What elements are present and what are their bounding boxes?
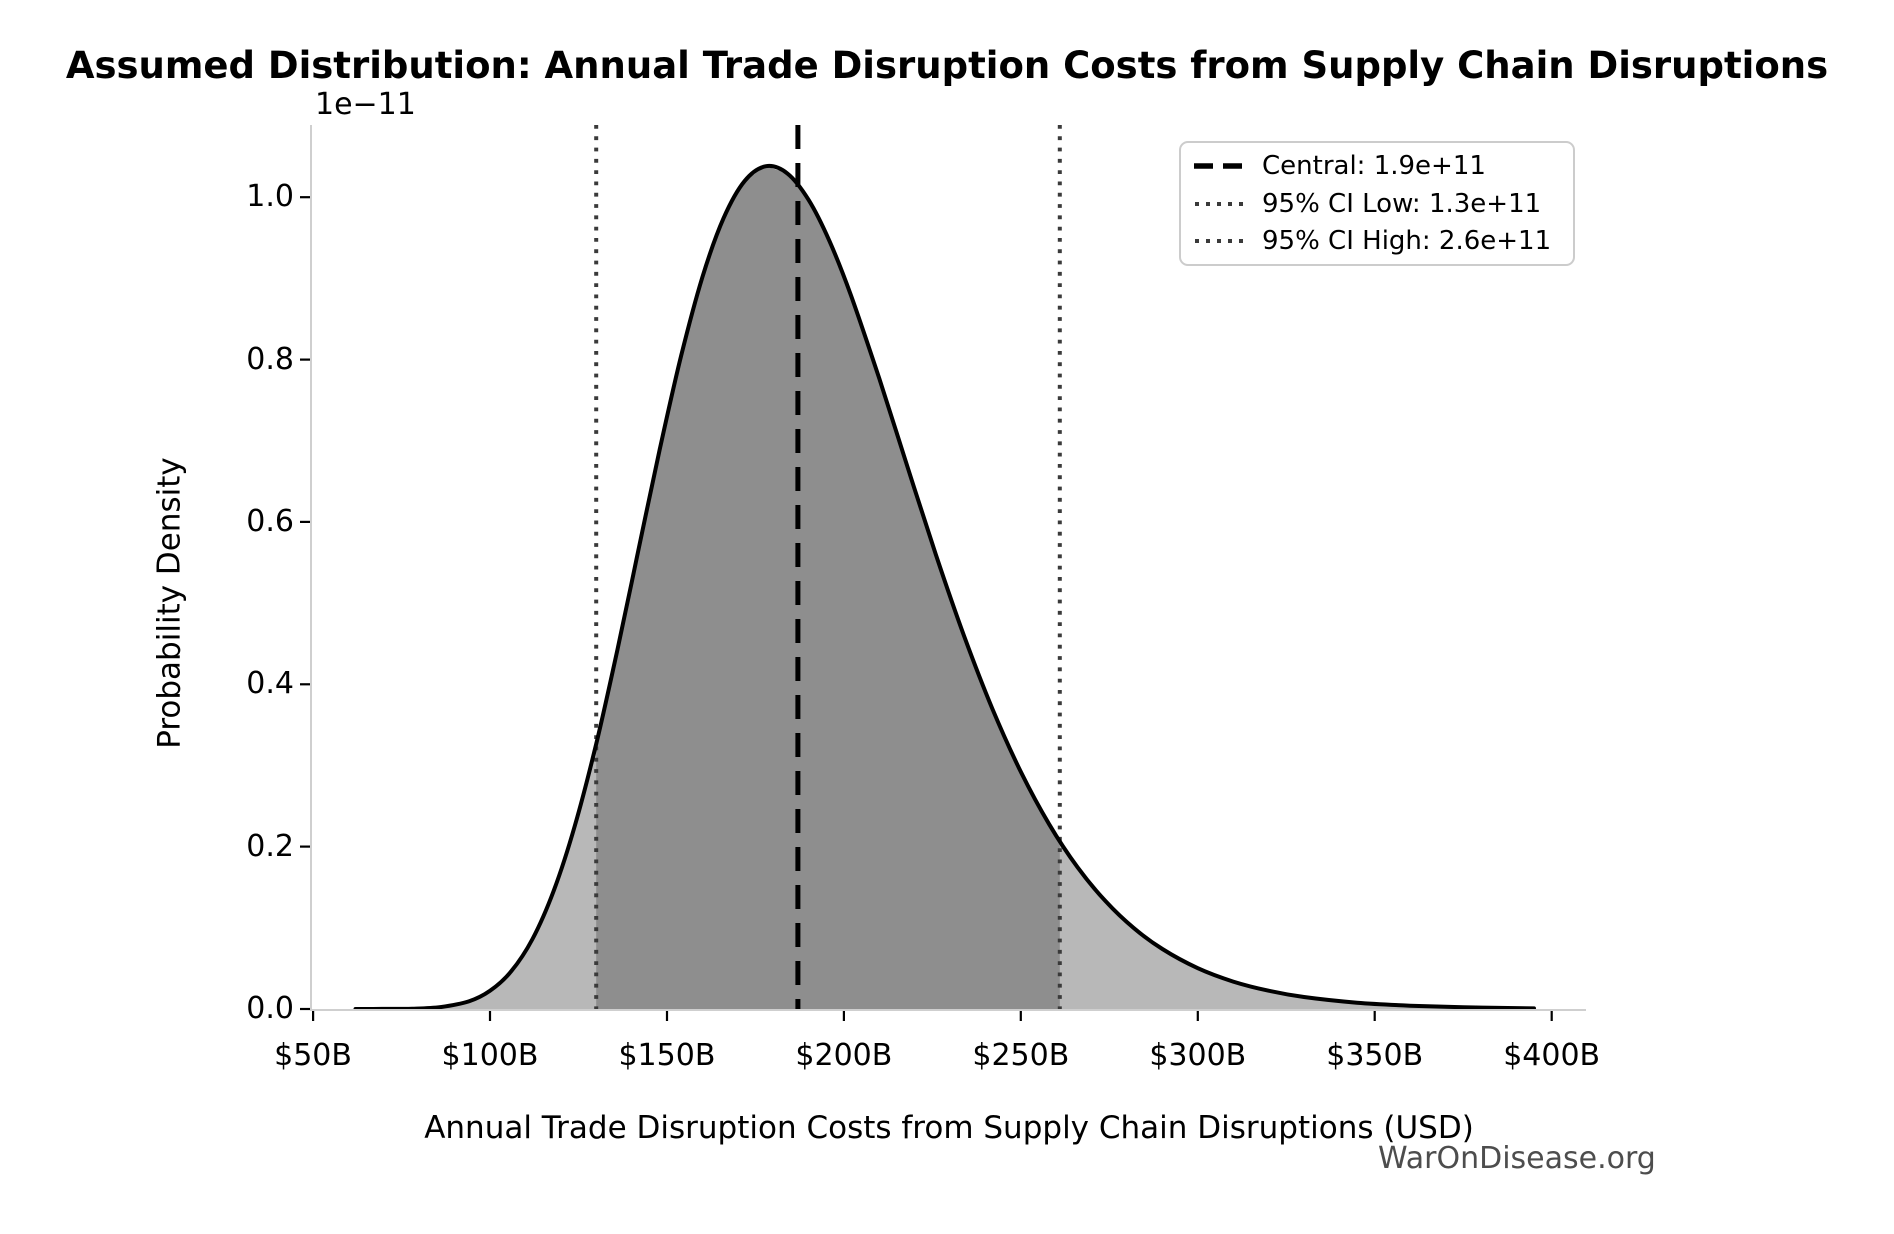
legend-label-ci-high: 95% CI High: 2.6e+11 — [1262, 226, 1552, 257]
x-tick-label: $150B — [618, 1038, 716, 1073]
x-tick-label: $50B — [274, 1038, 352, 1073]
dotted-line-icon — [1195, 201, 1244, 206]
chart-title: Assumed Distribution: Annual Trade Disru… — [65, 44, 1829, 87]
watermark-text: WarOnDisease.org — [1378, 1141, 1656, 1176]
dotted-line-icon — [1195, 239, 1244, 244]
legend-item-ci-low: 95% CI Low: 1.3e+11 — [1193, 185, 1559, 223]
x-tick-label: $250B — [972, 1038, 1070, 1073]
legend-label-central: Central: 1.9e+11 — [1262, 150, 1486, 181]
dashed-line-icon — [1194, 163, 1244, 169]
y-tick-label: 0.8 — [246, 341, 294, 377]
x-axis-label: Annual Trade Disruption Costs from Suppl… — [424, 1110, 1474, 1146]
legend-item-central: Central: 1.9e+11 — [1193, 147, 1559, 185]
x-tick-label: $300B — [1149, 1038, 1247, 1073]
x-tick-label: $100B — [441, 1038, 539, 1073]
y-tick-label: 0.0 — [246, 991, 294, 1026]
y-tick-label: 0.6 — [246, 503, 294, 539]
legend-label-ci-low: 95% CI Low: 1.3e+11 — [1262, 188, 1542, 219]
x-tick-label: $350B — [1326, 1038, 1424, 1073]
95-ci-region-fill — [596, 166, 1060, 1009]
y-tick-label: 1.0 — [246, 179, 294, 215]
y-axis-offset-label: 1e−11 — [315, 87, 416, 122]
y-axis-label: Probability Density — [151, 457, 188, 749]
y-tick-label: 0.4 — [246, 666, 294, 702]
density-curve — [353, 163, 1536, 1011]
legend: Central: 1.9e+11 95% CI Low: 1.3e+11 95%… — [1179, 141, 1575, 266]
x-tick-label: $400B — [1503, 1038, 1601, 1073]
x-tick-label: $200B — [795, 1038, 893, 1073]
legend-item-ci-high: 95% CI High: 2.6e+11 — [1193, 222, 1559, 260]
y-tick-label: 0.2 — [246, 828, 294, 864]
